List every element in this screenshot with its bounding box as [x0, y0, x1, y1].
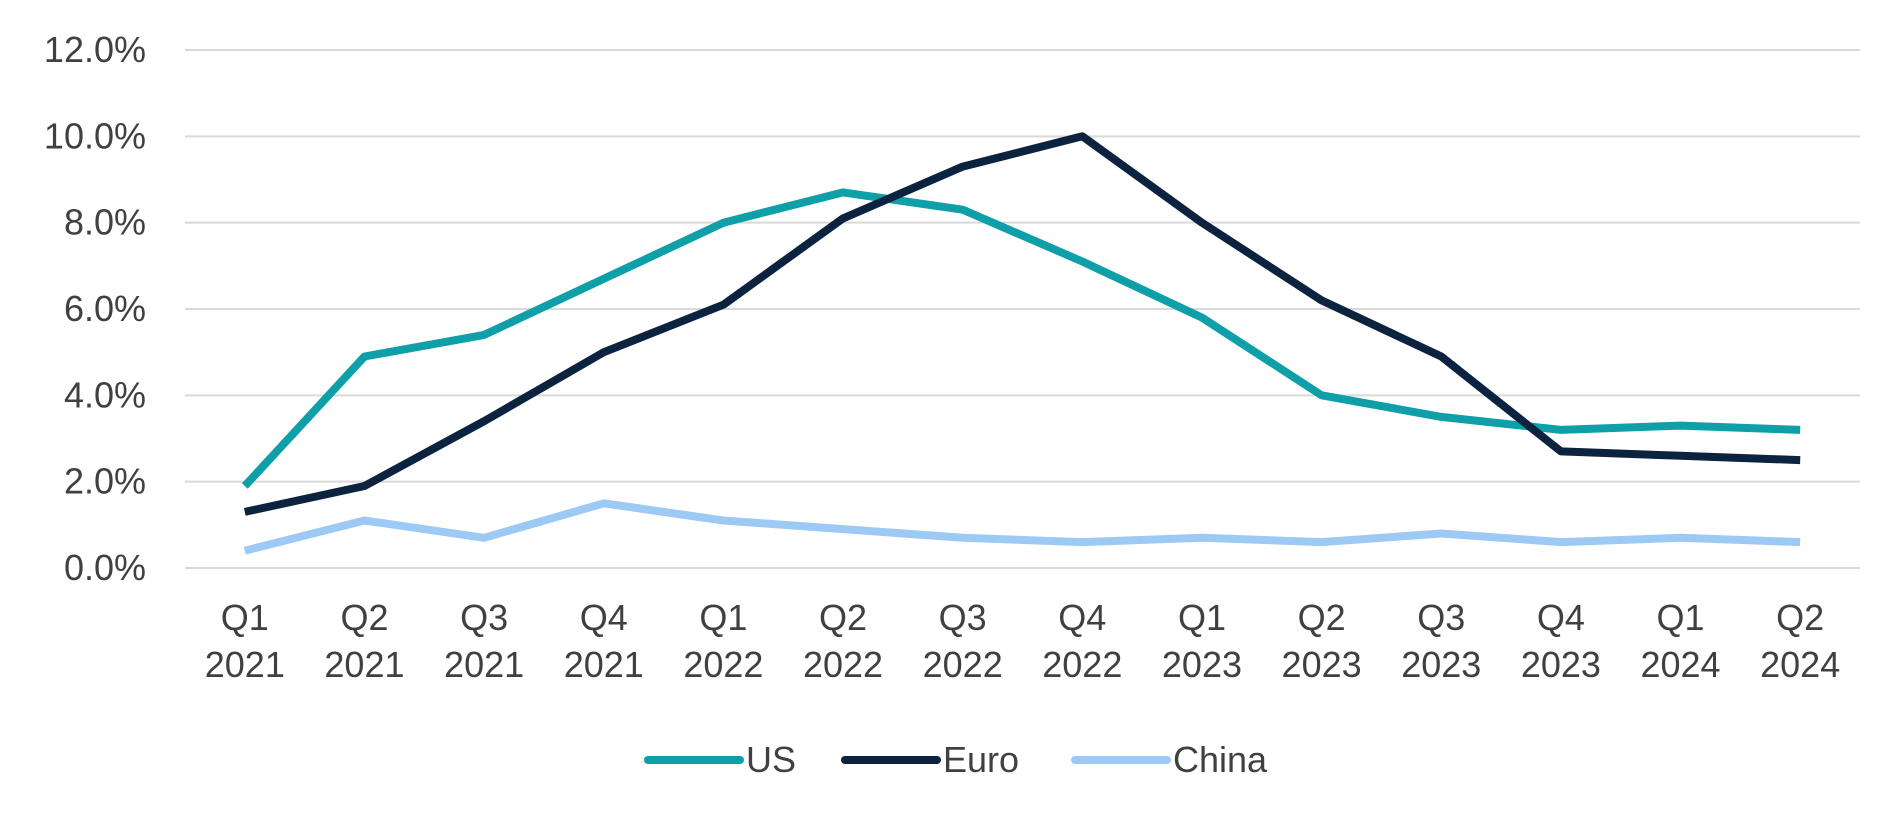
series-line-euro — [243, 132, 1801, 516]
legend: US Euro China — [644, 739, 1268, 780]
x-tick-label: Q4 2021 — [564, 597, 644, 685]
x-tick-label: Q2 2022 — [803, 597, 883, 685]
series-lines — [241, 132, 1801, 555]
x-tick-label: Q1 2021 — [205, 597, 285, 685]
y-tick-label: 12.0% — [44, 29, 146, 70]
x-tick-label: Q3 2023 — [1401, 597, 1481, 685]
x-tick-label: Q1 2024 — [1640, 597, 1720, 685]
x-tick-label: Q2 2024 — [1760, 597, 1840, 685]
x-tick-label: Q1 2023 — [1162, 597, 1242, 685]
gridlines — [185, 49, 1860, 569]
y-tick-label: 8.0% — [64, 202, 146, 243]
legend-label-us: US — [746, 739, 796, 780]
x-axis-tick-labels: Q1 2021 Q2 2021 Q3 2021 Q4 2021 Q1 2022 Q2 2022 Q3 20… — [205, 597, 1840, 685]
y-tick-label: 4.0% — [64, 374, 146, 415]
legend-label-euro: Euro — [943, 739, 1019, 780]
y-tick-label: 2.0% — [64, 461, 146, 502]
x-tick-label: Q3 2022 — [923, 597, 1003, 685]
legend-label-china: China — [1173, 739, 1268, 780]
x-tick-label: Q4 2022 — [1042, 597, 1122, 685]
y-tick-label: 0.0% — [64, 547, 146, 588]
x-tick-label: Q2 2023 — [1282, 597, 1362, 685]
series-line-us — [241, 188, 1801, 489]
x-tick-label: Q3 2021 — [444, 597, 524, 685]
series-line-china — [243, 499, 1801, 555]
y-tick-label: 6.0% — [64, 288, 146, 329]
y-tick-label: 10.0% — [44, 115, 146, 156]
x-tick-label: Q2 2021 — [324, 597, 404, 685]
y-axis-tick-labels: 0.0% 2.0% 4.0% 6.0% 8.0% 10.0% 12.0% — [44, 29, 146, 588]
x-tick-label: Q1 2022 — [683, 597, 763, 685]
x-tick-label: Q4 2023 — [1521, 597, 1601, 685]
